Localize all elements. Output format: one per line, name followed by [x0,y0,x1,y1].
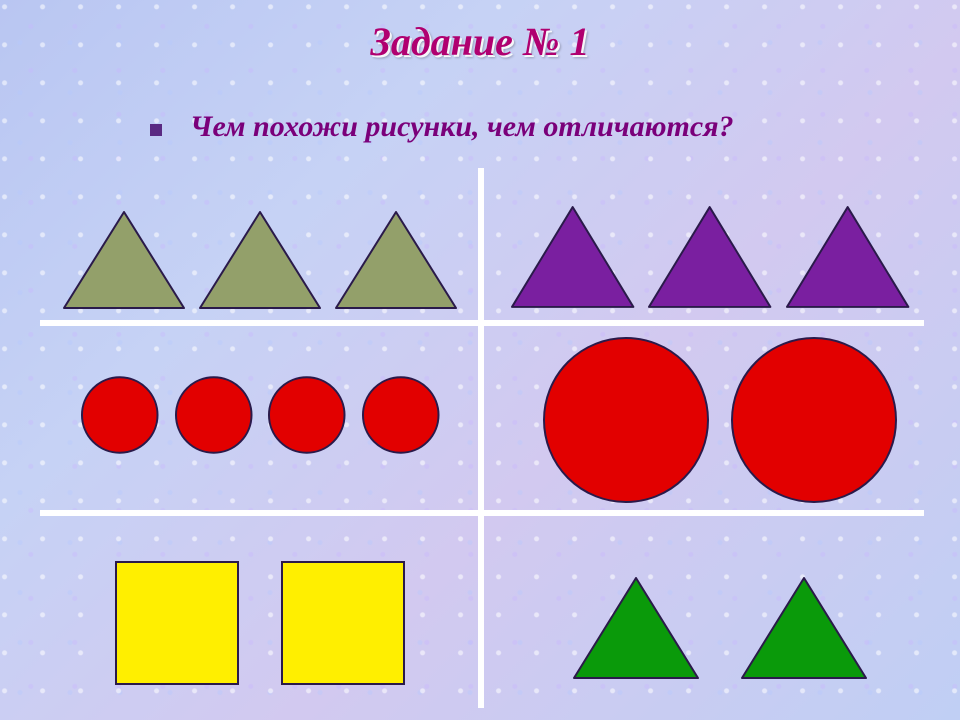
circle-icon [361,375,441,455]
circle-icon [174,375,254,455]
divider-right-row1 [484,320,924,326]
question-text: Чем похожи рисунки, чем отличаются? [190,110,734,144]
triangle-icon [647,204,772,310]
triangle-icon [198,210,322,310]
circle-icon [267,375,347,455]
circle-icon [80,375,160,455]
cell-top-right [510,198,910,310]
divider-vertical [478,168,484,708]
triangle-icon [740,576,868,680]
triangle-icon [510,204,635,310]
square-icon [281,561,405,685]
triangle-icon [572,576,700,680]
cell-bottom-right [560,560,880,680]
triangle-icon [62,210,186,310]
triangle-icon [334,210,458,310]
slide-stage: Задание № 1 Чем похожи рисунки, чем отли… [0,0,960,720]
cell-top-left [60,200,460,310]
divider-right-row2 [484,510,924,516]
circle-icon [542,336,710,504]
cell-bottom-left [95,545,425,685]
bullet-icon [150,124,162,136]
square-icon [115,561,239,685]
divider-left-row1 [40,320,478,326]
question-row: Чем похожи рисунки, чем отличаются? [150,110,900,144]
cell-mid-right [530,335,910,505]
slide-title: Задание № 1 [0,18,960,65]
cell-mid-left [80,355,440,475]
divider-left-row2 [40,510,478,516]
triangle-icon [785,204,910,310]
circle-icon [730,336,898,504]
